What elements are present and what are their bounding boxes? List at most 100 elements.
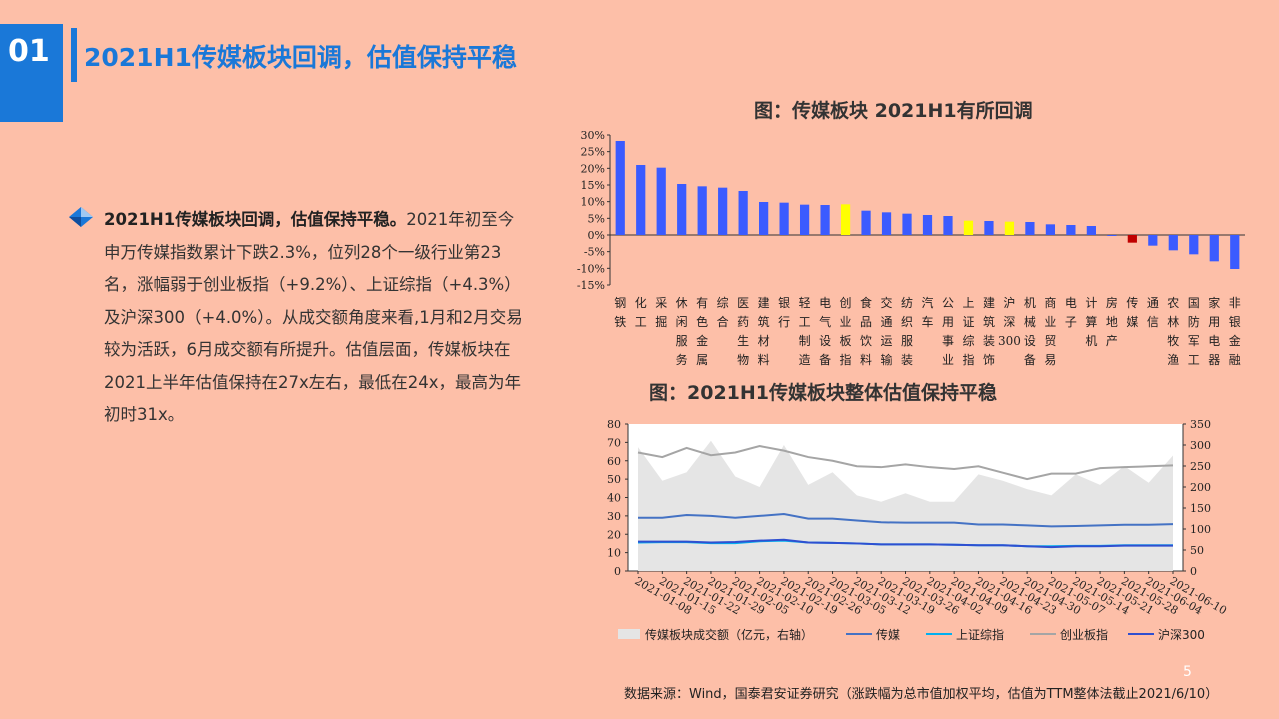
- summary-bold: 2021H1传媒板块回调，估值保持平稳。: [104, 210, 407, 229]
- bar-category-label: 林: [1167, 315, 1179, 329]
- bar-category-label: 国: [1188, 296, 1200, 310]
- bar-category-label: 品: [860, 315, 872, 329]
- bar-category-label: 服: [676, 334, 688, 348]
- bar-category-label: 运: [881, 334, 893, 348]
- bar-category-label: 创: [840, 296, 852, 310]
- bar: [1066, 225, 1076, 235]
- line-chart: 0102030405060708005010015020025030035020…: [607, 418, 1229, 642]
- bar-y-tick-label: -15%: [577, 279, 605, 292]
- bar-category-label: 通: [881, 315, 893, 329]
- bar-category-label: 车: [921, 314, 933, 329]
- summary-block: 2021H1传媒板块回调，估值保持平稳。2021年初至今申万传媒指数累计下跌2.…: [68, 204, 528, 432]
- right-y-tick-label: 100: [1190, 523, 1211, 536]
- bar: [656, 167, 666, 235]
- line-chart-title: 图：2021H1传媒板块整体估值保持平稳: [649, 382, 998, 404]
- bar-category-label: 沪: [1003, 296, 1015, 310]
- bar: [779, 202, 789, 235]
- bar-category-label: 计: [1085, 296, 1097, 310]
- bar-category-label: 金: [696, 333, 708, 348]
- right-y-tick-label: 350: [1190, 418, 1211, 431]
- bar: [922, 215, 933, 235]
- bar-category-label: 信: [1147, 315, 1159, 329]
- bar-category-label: 用: [1208, 315, 1220, 329]
- bar-category-label: 掘: [655, 314, 667, 329]
- bar-category-label: 证: [962, 315, 974, 329]
- bar-category-label: 备: [819, 353, 831, 367]
- bar: [759, 202, 769, 235]
- bar-category-label: 设: [1024, 334, 1036, 348]
- bar-category-label: 筑: [983, 314, 995, 329]
- bar: [615, 141, 625, 235]
- bar-category-label: 深: [1003, 315, 1015, 329]
- right-y-tick-label: 250: [1190, 460, 1211, 473]
- bar-category-label: 合: [717, 314, 729, 329]
- bar-category-label: 械: [1024, 314, 1036, 329]
- page-number: 5: [1183, 664, 1192, 680]
- bar-category-label: 渔: [1167, 353, 1179, 367]
- right-y-tick-label: 200: [1190, 481, 1211, 494]
- bar-category-label: 筑: [758, 314, 770, 329]
- bar-category-label: 纺: [901, 296, 913, 310]
- bar-category-label: 板: [840, 334, 852, 348]
- summary-text: 2021年初至今申万传媒指数累计下跌2.3%，位列28个一级行业第23名，涨幅弱…: [104, 210, 523, 424]
- bar: [697, 186, 707, 235]
- summary-paragraph: 2021H1传媒板块回调，估值保持平稳。2021年初至今申万传媒指数累计下跌2.…: [104, 204, 528, 432]
- media-line: [638, 513, 1174, 528]
- bar-category-label: 色: [696, 315, 708, 329]
- bar-y-tick-label: 20%: [581, 162, 605, 175]
- bar-category-label: 融: [1229, 353, 1241, 367]
- bar-category-label: 输: [881, 352, 893, 367]
- bar-category-label: 汽: [921, 295, 933, 310]
- bar-category-label: 织: [901, 315, 913, 329]
- bar: [840, 204, 851, 235]
- bar-category-label: 事: [942, 334, 954, 348]
- chinext-line: [637, 445, 1174, 481]
- bar-chart: 30%25%20%15%10%5%0%-5%-10%-15%钢铁化工采掘休闲服务…: [577, 129, 1245, 367]
- bar: [1127, 235, 1137, 243]
- bar-category-label: 易: [1044, 353, 1056, 367]
- bar: [1189, 235, 1199, 255]
- bar-category-label: 服: [901, 334, 913, 348]
- bar-category-label: 铁: [614, 315, 626, 329]
- bar-category-label: 食: [860, 295, 872, 310]
- bar-category-label: 综: [717, 296, 729, 310]
- bar-category-label: 传: [1126, 295, 1138, 310]
- right-y-tick-label: 0: [1190, 565, 1197, 578]
- left-y-tick-label: 10: [607, 547, 621, 560]
- bar-category-label: 银: [1229, 315, 1241, 329]
- diamond-bullet-icon: [69, 207, 93, 227]
- bar-category-label: 工: [635, 315, 647, 329]
- left-y-tick-label: 70: [607, 436, 621, 449]
- bar-category-label: 媒: [1126, 315, 1138, 329]
- bar-category-label: 工: [1188, 353, 1200, 367]
- bar: [636, 165, 646, 235]
- bar: [902, 213, 912, 235]
- bar: [677, 184, 687, 235]
- csi300-line: [638, 538, 1173, 549]
- bar-category-label: 家: [1208, 295, 1220, 310]
- bar-category-label: 机: [1024, 296, 1036, 310]
- bar-category-label: 装: [983, 334, 995, 348]
- legend-csi300-label: 沪深300: [1158, 628, 1205, 642]
- bar: [1107, 235, 1117, 236]
- bar-category-label: 生: [737, 334, 749, 348]
- bar-category-label: 指: [840, 352, 852, 367]
- left-y-tick-label: 40: [607, 492, 621, 505]
- bar-category-label: 医: [737, 296, 749, 310]
- bar-category-label: 建: [983, 296, 995, 310]
- bar-category-label: 料: [758, 353, 770, 367]
- bar-category-label: 房: [1106, 295, 1118, 310]
- bar-category-label: 非: [1229, 296, 1241, 310]
- bar: [984, 221, 994, 235]
- bar-category-label: 闲: [676, 315, 688, 329]
- legend-turnover-swatch: [618, 629, 640, 639]
- bar: [718, 187, 728, 235]
- bar-category-label: 银: [778, 296, 790, 310]
- bar-category-label: 子: [1065, 315, 1077, 329]
- bar-category-label: 工: [799, 315, 811, 329]
- left-y-tick-label: 50: [607, 473, 621, 486]
- bar-category-label: 通: [1147, 296, 1159, 310]
- bar-category-label: 钢: [614, 296, 626, 310]
- left-y-tick-label: 20: [607, 528, 621, 541]
- bar-category-label: 300: [998, 334, 1021, 348]
